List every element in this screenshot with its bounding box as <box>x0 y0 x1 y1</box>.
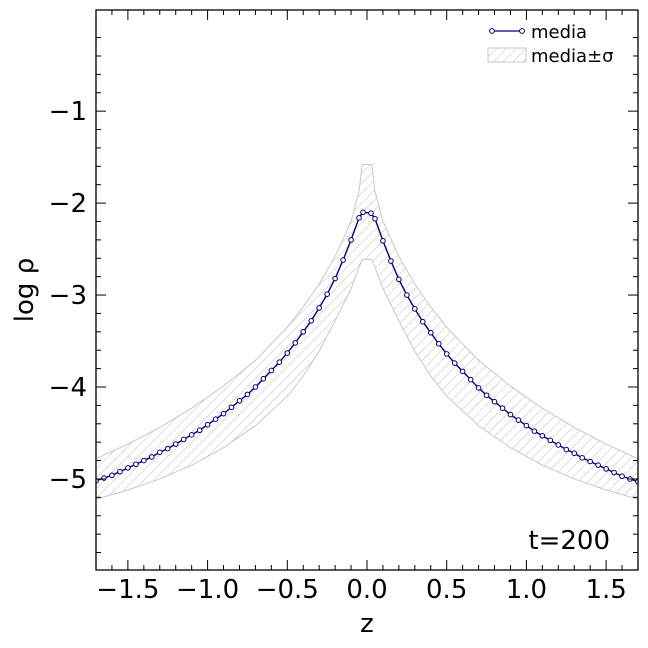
media-point <box>340 257 346 263</box>
media-point <box>244 391 251 398</box>
media-point <box>356 215 362 221</box>
plot-frame <box>95 9 639 571</box>
y-tick-label: −4 <box>49 373 87 403</box>
media-point <box>260 375 267 382</box>
media-point <box>252 384 259 390</box>
media-point <box>188 432 195 438</box>
media-point <box>332 275 338 282</box>
x-tick-label: −1.5 <box>96 575 159 605</box>
media-point <box>360 209 366 216</box>
media-point <box>419 318 426 325</box>
media-point <box>324 291 330 297</box>
media-point <box>212 416 219 423</box>
media-point <box>368 210 374 217</box>
media-point <box>507 411 514 418</box>
media-point <box>236 398 243 404</box>
media-point <box>619 473 625 480</box>
media-point <box>515 417 522 423</box>
media-point <box>555 442 562 448</box>
legend-band-swatch <box>487 47 527 63</box>
media-point <box>148 454 155 460</box>
media-point <box>396 276 402 283</box>
media-line <box>96 211 638 483</box>
legend-media-label: media <box>531 22 587 43</box>
x-tick-label: 1.0 <box>506 575 547 605</box>
media-point <box>595 462 601 468</box>
legend-media-marker-left <box>489 28 495 34</box>
media-point <box>308 318 315 324</box>
media-point <box>483 392 490 399</box>
media-point <box>196 427 203 434</box>
media-point <box>276 359 283 365</box>
media-point <box>380 238 386 244</box>
media-point <box>451 360 458 366</box>
y-tick-label: −3 <box>49 281 87 311</box>
y-tick-label: −5 <box>49 465 87 495</box>
media-point <box>475 385 482 391</box>
media-point <box>571 450 578 457</box>
media-point <box>156 449 163 456</box>
media-point <box>603 466 609 472</box>
media-point <box>228 404 235 411</box>
media-point <box>164 445 171 452</box>
media-point <box>547 437 554 444</box>
media-point <box>404 292 410 298</box>
media-point <box>579 455 586 461</box>
y-tick-labels: −5 −4 −3 −2 −1 <box>49 97 87 495</box>
x-axis-label: z <box>360 609 374 639</box>
media-point <box>435 340 442 347</box>
media-point <box>220 410 227 417</box>
media-point <box>133 461 139 468</box>
media-point <box>125 465 131 471</box>
marker-layer <box>96 209 638 485</box>
x-tick-label: 0.5 <box>426 575 467 605</box>
y-tick-label: −2 <box>49 189 87 219</box>
media-point <box>427 329 434 336</box>
x-tick-label: −0.5 <box>256 575 319 605</box>
media-point <box>412 306 418 312</box>
media-point <box>539 432 546 439</box>
media-point <box>491 398 498 405</box>
media-point <box>204 421 211 428</box>
media-point <box>348 237 354 243</box>
media-point <box>180 436 187 443</box>
media-point <box>611 469 617 476</box>
media-point <box>101 475 107 481</box>
media-point <box>499 405 506 411</box>
legend: media media±σ <box>487 22 614 67</box>
media-point <box>443 351 450 357</box>
x-tick-label: 0.0 <box>346 575 387 605</box>
media-point <box>523 422 530 429</box>
x-tick-label: 1.5 <box>585 575 626 605</box>
y-tick-label: −1 <box>49 97 87 127</box>
media-point <box>141 457 147 464</box>
media-point <box>268 367 275 374</box>
media-point <box>117 468 123 475</box>
sigma-band <box>96 163 638 500</box>
media-point <box>388 258 394 264</box>
media-point <box>587 458 593 465</box>
x-tick-labels: −1.5 −1.0 −0.5 0.0 0.5 1.0 1.5 <box>96 575 626 605</box>
media-point <box>284 350 291 356</box>
media-point <box>531 428 538 434</box>
media-point <box>109 472 115 479</box>
legend-band-label: media±σ <box>531 46 614 67</box>
media-point <box>563 446 570 453</box>
media-point <box>292 340 299 346</box>
media-point <box>300 329 307 335</box>
media-point <box>372 215 378 222</box>
time-annotation: t=200 <box>528 526 610 556</box>
media-point <box>316 305 322 311</box>
tick-layer <box>95 10 639 570</box>
legend-media-marker-right <box>519 28 525 34</box>
media-point <box>172 441 179 447</box>
media-point <box>467 376 474 383</box>
y-axis-label: log ρ <box>10 258 40 322</box>
x-tick-label: −1.0 <box>176 575 239 605</box>
band-layer <box>96 163 638 500</box>
media-point <box>459 368 466 375</box>
line-layer <box>96 211 638 483</box>
